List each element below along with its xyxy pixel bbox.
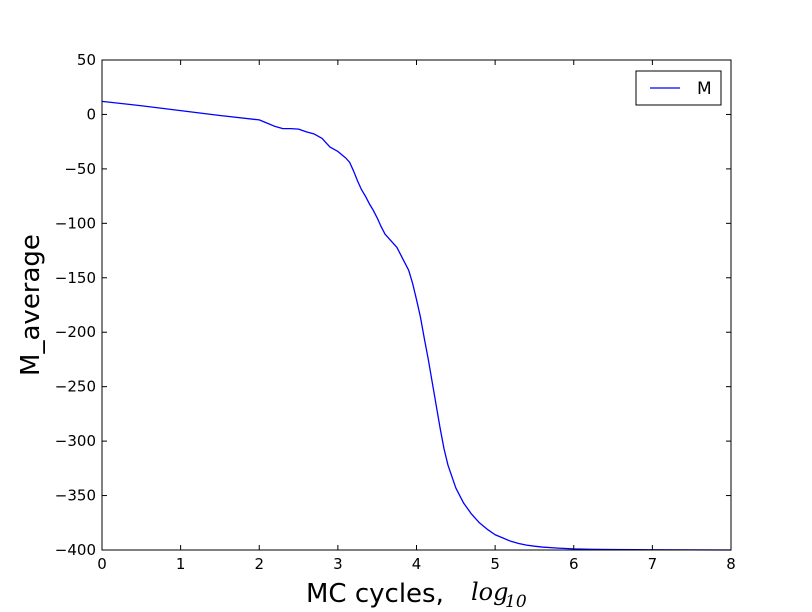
y-tick-label: −200	[55, 323, 96, 341]
y-tick-label: −300	[55, 432, 96, 450]
series-line-m	[101, 100, 732, 551]
plot-area-background	[102, 60, 731, 550]
ticks-layer: 0 1 2 3 4 5 6 7 8 50 0 −50 −100 −150 −200 −250 −300 −350 −…	[55, 51, 736, 573]
x-axis-label-math-subscript: 10	[505, 592, 527, 612]
x-axis-label-math-base: log	[471, 578, 509, 606]
data-layer	[101, 100, 732, 551]
y-tick-label: −350	[55, 487, 96, 505]
legend-label-m: M	[697, 79, 712, 99]
y-tick-label: −250	[55, 378, 96, 396]
y-tick-label: −50	[64, 160, 96, 178]
x-tick-label: 6	[569, 555, 579, 573]
y-tick-label: 0	[86, 105, 96, 123]
y-tick-label: 50	[77, 51, 96, 69]
x-tick-label: 7	[648, 555, 658, 573]
x-tick-label: 4	[412, 555, 422, 573]
x-tick-label: 1	[176, 555, 186, 573]
y-tick-label: −100	[55, 214, 96, 232]
legend: M	[635, 70, 722, 106]
x-tick-label: 0	[97, 555, 107, 573]
y-tick-label: −400	[55, 541, 96, 559]
y-axis-label: M_average	[16, 234, 46, 376]
plot-area-frame	[101, 59, 732, 551]
y-tick-label: −150	[55, 269, 96, 287]
x-tick-label: 8	[726, 555, 736, 573]
x-tick-label: 5	[490, 555, 500, 573]
x-tick-label: 3	[333, 555, 343, 573]
x-tick-label: 2	[254, 555, 264, 573]
x-axis-label: MC cycles, log 10	[306, 578, 527, 612]
x-axis-label-text: MC cycles,	[306, 579, 444, 609]
